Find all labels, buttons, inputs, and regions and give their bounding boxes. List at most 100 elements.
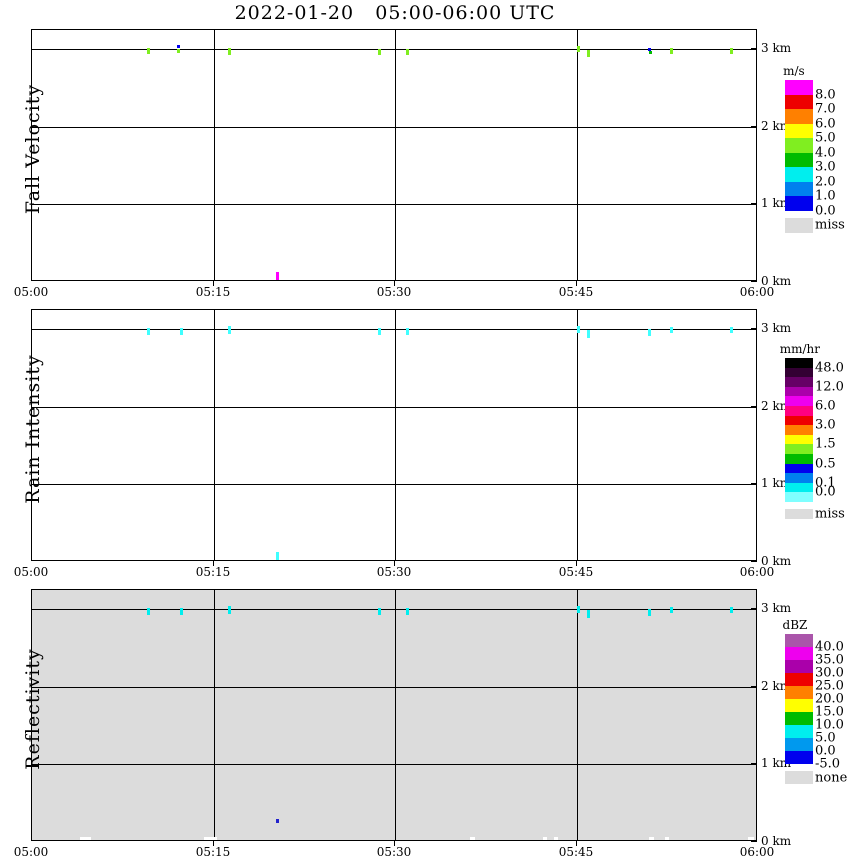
y-tick-label: 0 km: [761, 554, 792, 568]
y-tick: [751, 328, 757, 329]
colorbar-tick-label: 30.0: [815, 665, 844, 681]
colorbar-band: [785, 94, 813, 110]
colorbar-band: [785, 482, 813, 493]
colorbar-band: [785, 152, 813, 168]
colorbar-tick-label: 15.0: [815, 704, 844, 720]
gridline-vertical-15min: [214, 310, 215, 560]
x-tick-label: 05:45: [558, 285, 594, 299]
colorbar-band: [785, 425, 813, 436]
y-tick-label: 1 km: [761, 476, 792, 490]
x-tick-label: 05:00: [13, 845, 49, 859]
x-tick: [213, 281, 214, 286]
y-tick-label: 3 km: [761, 41, 792, 55]
data-mark: [587, 330, 590, 338]
data-mark: [228, 606, 231, 614]
data-mark: [577, 326, 580, 333]
colorbar-band: [785, 473, 813, 484]
x-tick-label: 06:00: [739, 565, 775, 579]
gridline-vertical-15min: [214, 30, 215, 280]
colorbar-unit-label: mm/hr: [779, 342, 821, 356]
colorbar-tick-label: 4.0: [815, 145, 836, 161]
data-mark: [228, 48, 231, 55]
colorbar-band: [785, 377, 813, 388]
data-mark: [649, 837, 654, 840]
data-mark: [177, 49, 180, 53]
colorbar-tick-label: 40.0: [815, 639, 844, 655]
plot-panel-rain-intensity: [31, 309, 757, 561]
gridline-vertical-45min: [577, 30, 578, 280]
y-tick: [751, 483, 757, 484]
x-tick-label: 05:00: [13, 565, 49, 579]
colorbar-tick-label: 8.0: [815, 87, 836, 103]
colorbar-missing-swatch: [785, 771, 813, 784]
x-tick: [576, 561, 577, 566]
colorbar-band: [785, 358, 813, 368]
data-mark: [378, 49, 381, 55]
data-mark: [649, 51, 652, 54]
data-mark: [577, 606, 580, 613]
x-tick-label: 05:30: [376, 285, 412, 299]
x-tick-label: 05:45: [558, 565, 594, 579]
colorbar-band: [785, 196, 813, 211]
colorbar-band: [785, 386, 813, 397]
axis-title-rain-intensity: Rain Intensity: [22, 354, 44, 504]
x-tick: [576, 281, 577, 286]
colorbar-tick-label: 20.0: [815, 691, 844, 707]
data-mark: [554, 837, 558, 840]
y-tick: [751, 763, 757, 764]
colorbar-band: [785, 751, 813, 764]
gridline-horizontal-3km: [32, 609, 756, 610]
gridline-horizontal-3km: [32, 329, 756, 330]
data-mark: [180, 328, 183, 335]
data-mark: [276, 819, 279, 823]
page-title: 2022-01-20 05:00-06:00 UTC: [234, 2, 556, 24]
data-mark: [648, 609, 651, 616]
colorbar-band: [785, 367, 813, 378]
colorbar-band: [785, 406, 813, 416]
axis-title-reflectivity: Reflectivity: [22, 648, 44, 770]
gridline-horizontal-2km: [32, 127, 756, 128]
data-mark: [147, 48, 150, 54]
colorbar-band: [785, 463, 813, 474]
colorbar-band: [785, 123, 813, 139]
plot-area-fall-velocity: [32, 30, 756, 280]
colorbar-band: [785, 660, 813, 673]
gridline-vertical-30min: [395, 590, 396, 840]
plot-area-rain-intensity: [32, 310, 756, 560]
colorbar-tick-label: 48.0: [815, 360, 844, 376]
data-mark: [670, 48, 673, 54]
data-mark: [648, 48, 651, 51]
y-tick-label: 2 km: [761, 399, 792, 413]
colorbar-tick-label: 0.0: [815, 484, 836, 500]
gridline-horizontal-2km: [32, 687, 756, 688]
gridline-vertical-30min: [395, 310, 396, 560]
gridline-horizontal-1km: [32, 484, 756, 485]
data-mark: [748, 837, 754, 840]
data-mark: [406, 328, 409, 335]
colorbar-tick-label: 5.0: [815, 730, 836, 746]
colorbar-tick-label: 0.1: [815, 475, 836, 491]
colorbar-tick-label: 0.0: [815, 203, 836, 219]
y-tick: [751, 841, 757, 842]
colorbar-band: [785, 738, 813, 751]
colorbar-band: [785, 434, 813, 445]
data-mark: [147, 328, 150, 335]
data-mark: [587, 610, 590, 618]
colorbar-tick-label: 3.0: [815, 159, 836, 175]
colorbar-tick-label: 3.0: [815, 417, 836, 433]
x-tick-label: 05:30: [376, 845, 412, 859]
y-tick-label: 1 km: [761, 756, 792, 770]
colorbar-band: [785, 444, 813, 455]
data-mark: [147, 608, 150, 615]
y-tick-label: 3 km: [761, 601, 792, 615]
data-mark: [577, 46, 580, 52]
y-tick-label: 3 km: [761, 321, 792, 335]
gridline-horizontal-1km: [32, 204, 756, 205]
data-mark: [543, 837, 547, 840]
y-tick: [751, 48, 757, 49]
colorbar-band: [785, 712, 813, 725]
y-tick: [751, 561, 757, 562]
axis-title-fall-velocity: Fall Velocity: [22, 83, 44, 215]
x-tick-label: 05:00: [13, 285, 49, 299]
colorbar-tick-label: 6.0: [815, 116, 836, 132]
